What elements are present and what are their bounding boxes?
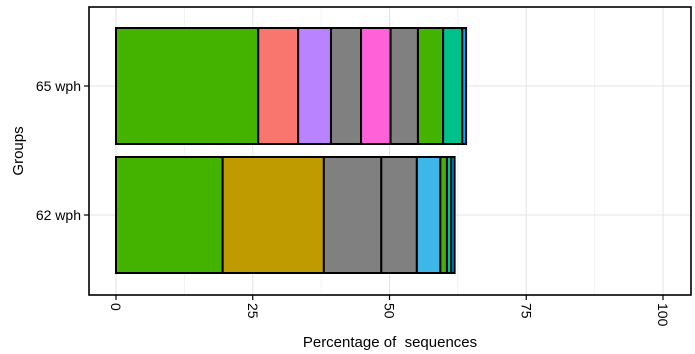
bar-segment xyxy=(322,156,383,274)
bar-segment xyxy=(450,156,456,274)
bar-segment xyxy=(415,156,442,274)
x-tick-label: 25 xyxy=(245,303,261,319)
x-tick-label: 50 xyxy=(382,303,398,319)
bar-segment xyxy=(257,27,300,145)
bar-segment xyxy=(115,156,224,274)
bar-segment xyxy=(297,27,332,145)
bars-layer xyxy=(115,27,468,274)
bar-segment xyxy=(115,27,260,145)
bar-segment xyxy=(360,27,392,145)
bar-segment xyxy=(380,156,418,274)
y-tick-label: 65 wph xyxy=(36,78,81,94)
bar-segment xyxy=(461,27,468,145)
bar-segment xyxy=(416,27,445,145)
x-tick-label: 100 xyxy=(655,303,671,327)
x-tick-label: 75 xyxy=(518,303,534,319)
axis-layer: 0 25 50 75 100 65 wph 62 wph xyxy=(36,78,671,327)
bar-segment xyxy=(442,27,464,145)
bar-segment xyxy=(389,27,419,145)
x-tick-label: 0 xyxy=(108,303,124,311)
bar-segment xyxy=(221,156,325,274)
x-axis-title: Percentage of sequences xyxy=(303,334,477,351)
y-tick-label: 62 wph xyxy=(36,207,81,223)
bar-segment xyxy=(329,27,363,145)
y-axis-title: Groups xyxy=(10,126,27,175)
